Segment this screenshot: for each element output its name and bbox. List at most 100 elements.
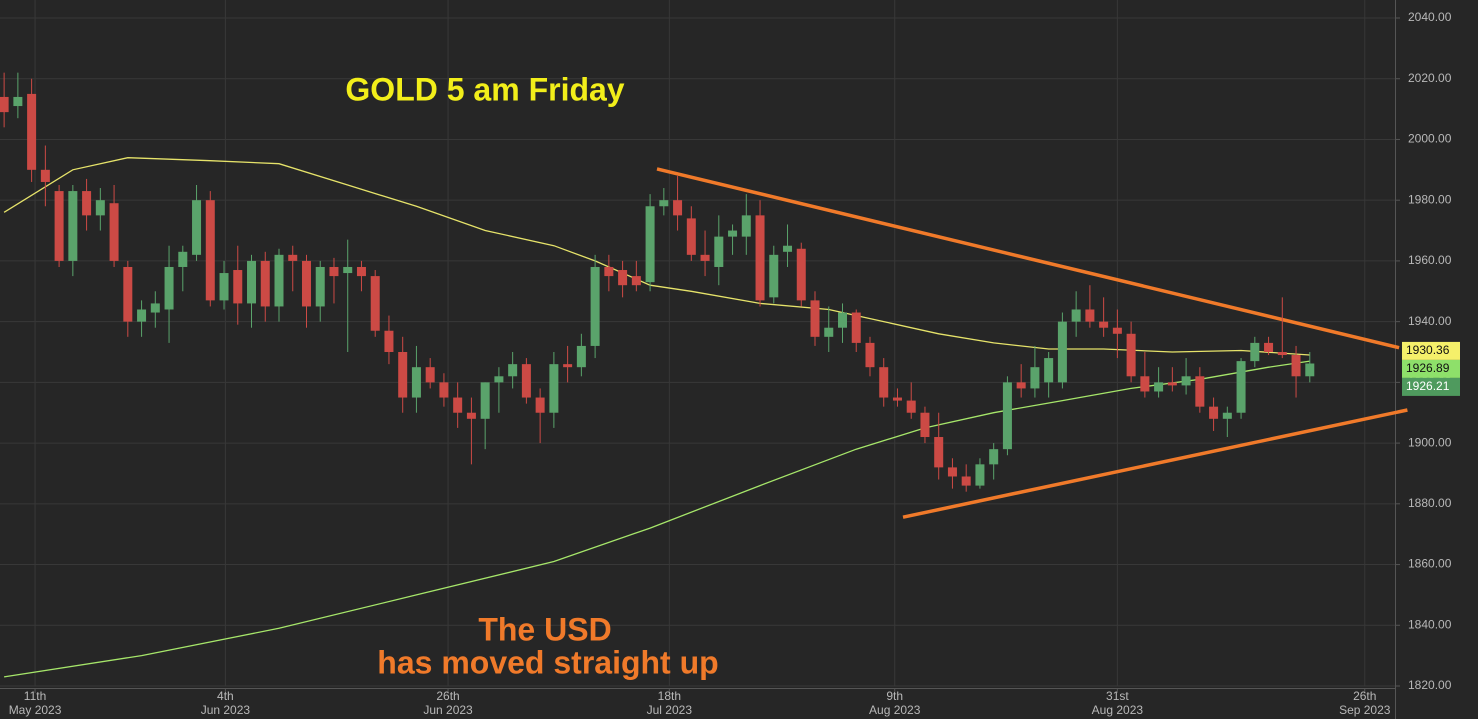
candle-body	[659, 200, 669, 207]
candle-body	[618, 270, 628, 286]
candle-body	[288, 254, 298, 261]
moving-average	[4, 360, 1310, 678]
candle-body	[1057, 321, 1067, 383]
candle-body	[1099, 321, 1109, 328]
y-tick-label: 1960.00	[1408, 253, 1452, 267]
candle-body	[521, 364, 531, 398]
candle-body	[714, 236, 724, 267]
price-label: 1926.21	[1406, 379, 1450, 393]
x-tick-sublabel: Jul 2023	[647, 703, 693, 717]
candle-body	[837, 312, 847, 328]
candle-body	[453, 397, 463, 413]
candle-body	[796, 248, 806, 301]
candle-body	[824, 327, 834, 337]
candle-body	[315, 266, 325, 307]
candle-body	[576, 345, 586, 368]
candle-body	[1305, 363, 1315, 377]
x-tick-label: 4th	[217, 689, 234, 703]
candle-body	[865, 342, 875, 368]
candle-body	[631, 276, 641, 286]
candle-body	[1167, 382, 1177, 386]
candles	[0, 72, 1315, 492]
candle-body	[1085, 309, 1095, 322]
candle-body	[1277, 352, 1287, 356]
candle-body	[439, 382, 449, 398]
candle-body	[370, 276, 380, 331]
candle-body	[274, 254, 284, 307]
candle-body	[1181, 376, 1191, 386]
y-tick-label: 1880.00	[1408, 496, 1452, 510]
x-tick-sublabel: Aug 2023	[869, 703, 921, 717]
trendline	[656, 167, 1400, 350]
candle-body	[1222, 412, 1232, 419]
candle-body	[13, 96, 23, 107]
x-tick-label: 31st	[1106, 689, 1129, 703]
candle-body	[329, 266, 339, 277]
y-tick-label: 2020.00	[1408, 71, 1452, 85]
candle-body	[233, 270, 243, 304]
candle-body	[728, 230, 738, 237]
y-tick-label: 2000.00	[1408, 132, 1452, 146]
candle-body	[219, 273, 229, 301]
candle-body	[947, 467, 957, 477]
candle-body	[1154, 382, 1164, 392]
y-tick-label: 1860.00	[1408, 557, 1452, 571]
annotation: has moved straight up	[377, 644, 718, 680]
candle-body	[906, 400, 916, 413]
candle-body	[1044, 358, 1054, 383]
candle-body	[1140, 376, 1150, 392]
candle-body	[0, 96, 9, 113]
candle-body	[109, 203, 119, 261]
candle-body	[1264, 342, 1274, 352]
x-tick-sublabel: Aug 2023	[1092, 703, 1144, 717]
candle-body	[1250, 342, 1260, 362]
candle-body	[137, 309, 147, 322]
candle-body	[192, 200, 202, 255]
candle-body	[1126, 333, 1136, 377]
x-tick-sublabel: May 2023	[9, 703, 62, 717]
candle-body	[1071, 309, 1081, 322]
candle-body	[356, 266, 366, 277]
candle-body	[425, 367, 435, 383]
candle-body	[68, 191, 78, 261]
candle-body	[301, 260, 311, 307]
lines	[3, 157, 1408, 678]
moving-average	[3, 157, 1310, 356]
candle-body	[508, 364, 518, 377]
candle-body	[590, 266, 600, 346]
annotation: The USD	[478, 611, 611, 647]
candle-body	[398, 352, 408, 398]
candle-body	[1195, 376, 1205, 407]
candle-body	[989, 449, 999, 465]
candle-body	[494, 376, 504, 383]
candle-body	[1236, 361, 1246, 413]
x-tick-label: 26th	[1353, 689, 1376, 703]
y-tick-label: 1840.00	[1408, 617, 1452, 631]
x-tick-label: 18th	[658, 689, 681, 703]
candle-body	[892, 397, 902, 401]
x-tick-sublabel: Jun 2023	[423, 703, 473, 717]
candle-body	[95, 200, 105, 216]
candle-body	[700, 254, 710, 261]
candle-body	[563, 364, 573, 368]
candle-body	[480, 382, 490, 419]
trendline	[902, 408, 1408, 519]
y-tick-label: 1940.00	[1408, 314, 1452, 328]
candle-body	[1291, 355, 1301, 377]
price-label-box	[1402, 377, 1460, 396]
y-tick-label: 1980.00	[1408, 192, 1452, 206]
candle-body	[879, 367, 889, 398]
candle-body	[260, 260, 270, 307]
candle-body	[686, 218, 696, 255]
candle-body	[247, 260, 257, 304]
candle-body	[934, 437, 944, 468]
candle-body	[82, 191, 92, 216]
candle-body	[769, 254, 779, 298]
price-label: 1930.36	[1406, 343, 1450, 357]
x-tick-sublabel: Jun 2023	[201, 703, 251, 717]
axes: 1820.001840.001860.001880.001900.001920.…	[9, 10, 1460, 717]
candle-body	[178, 251, 188, 267]
y-tick-label: 1900.00	[1408, 435, 1452, 449]
